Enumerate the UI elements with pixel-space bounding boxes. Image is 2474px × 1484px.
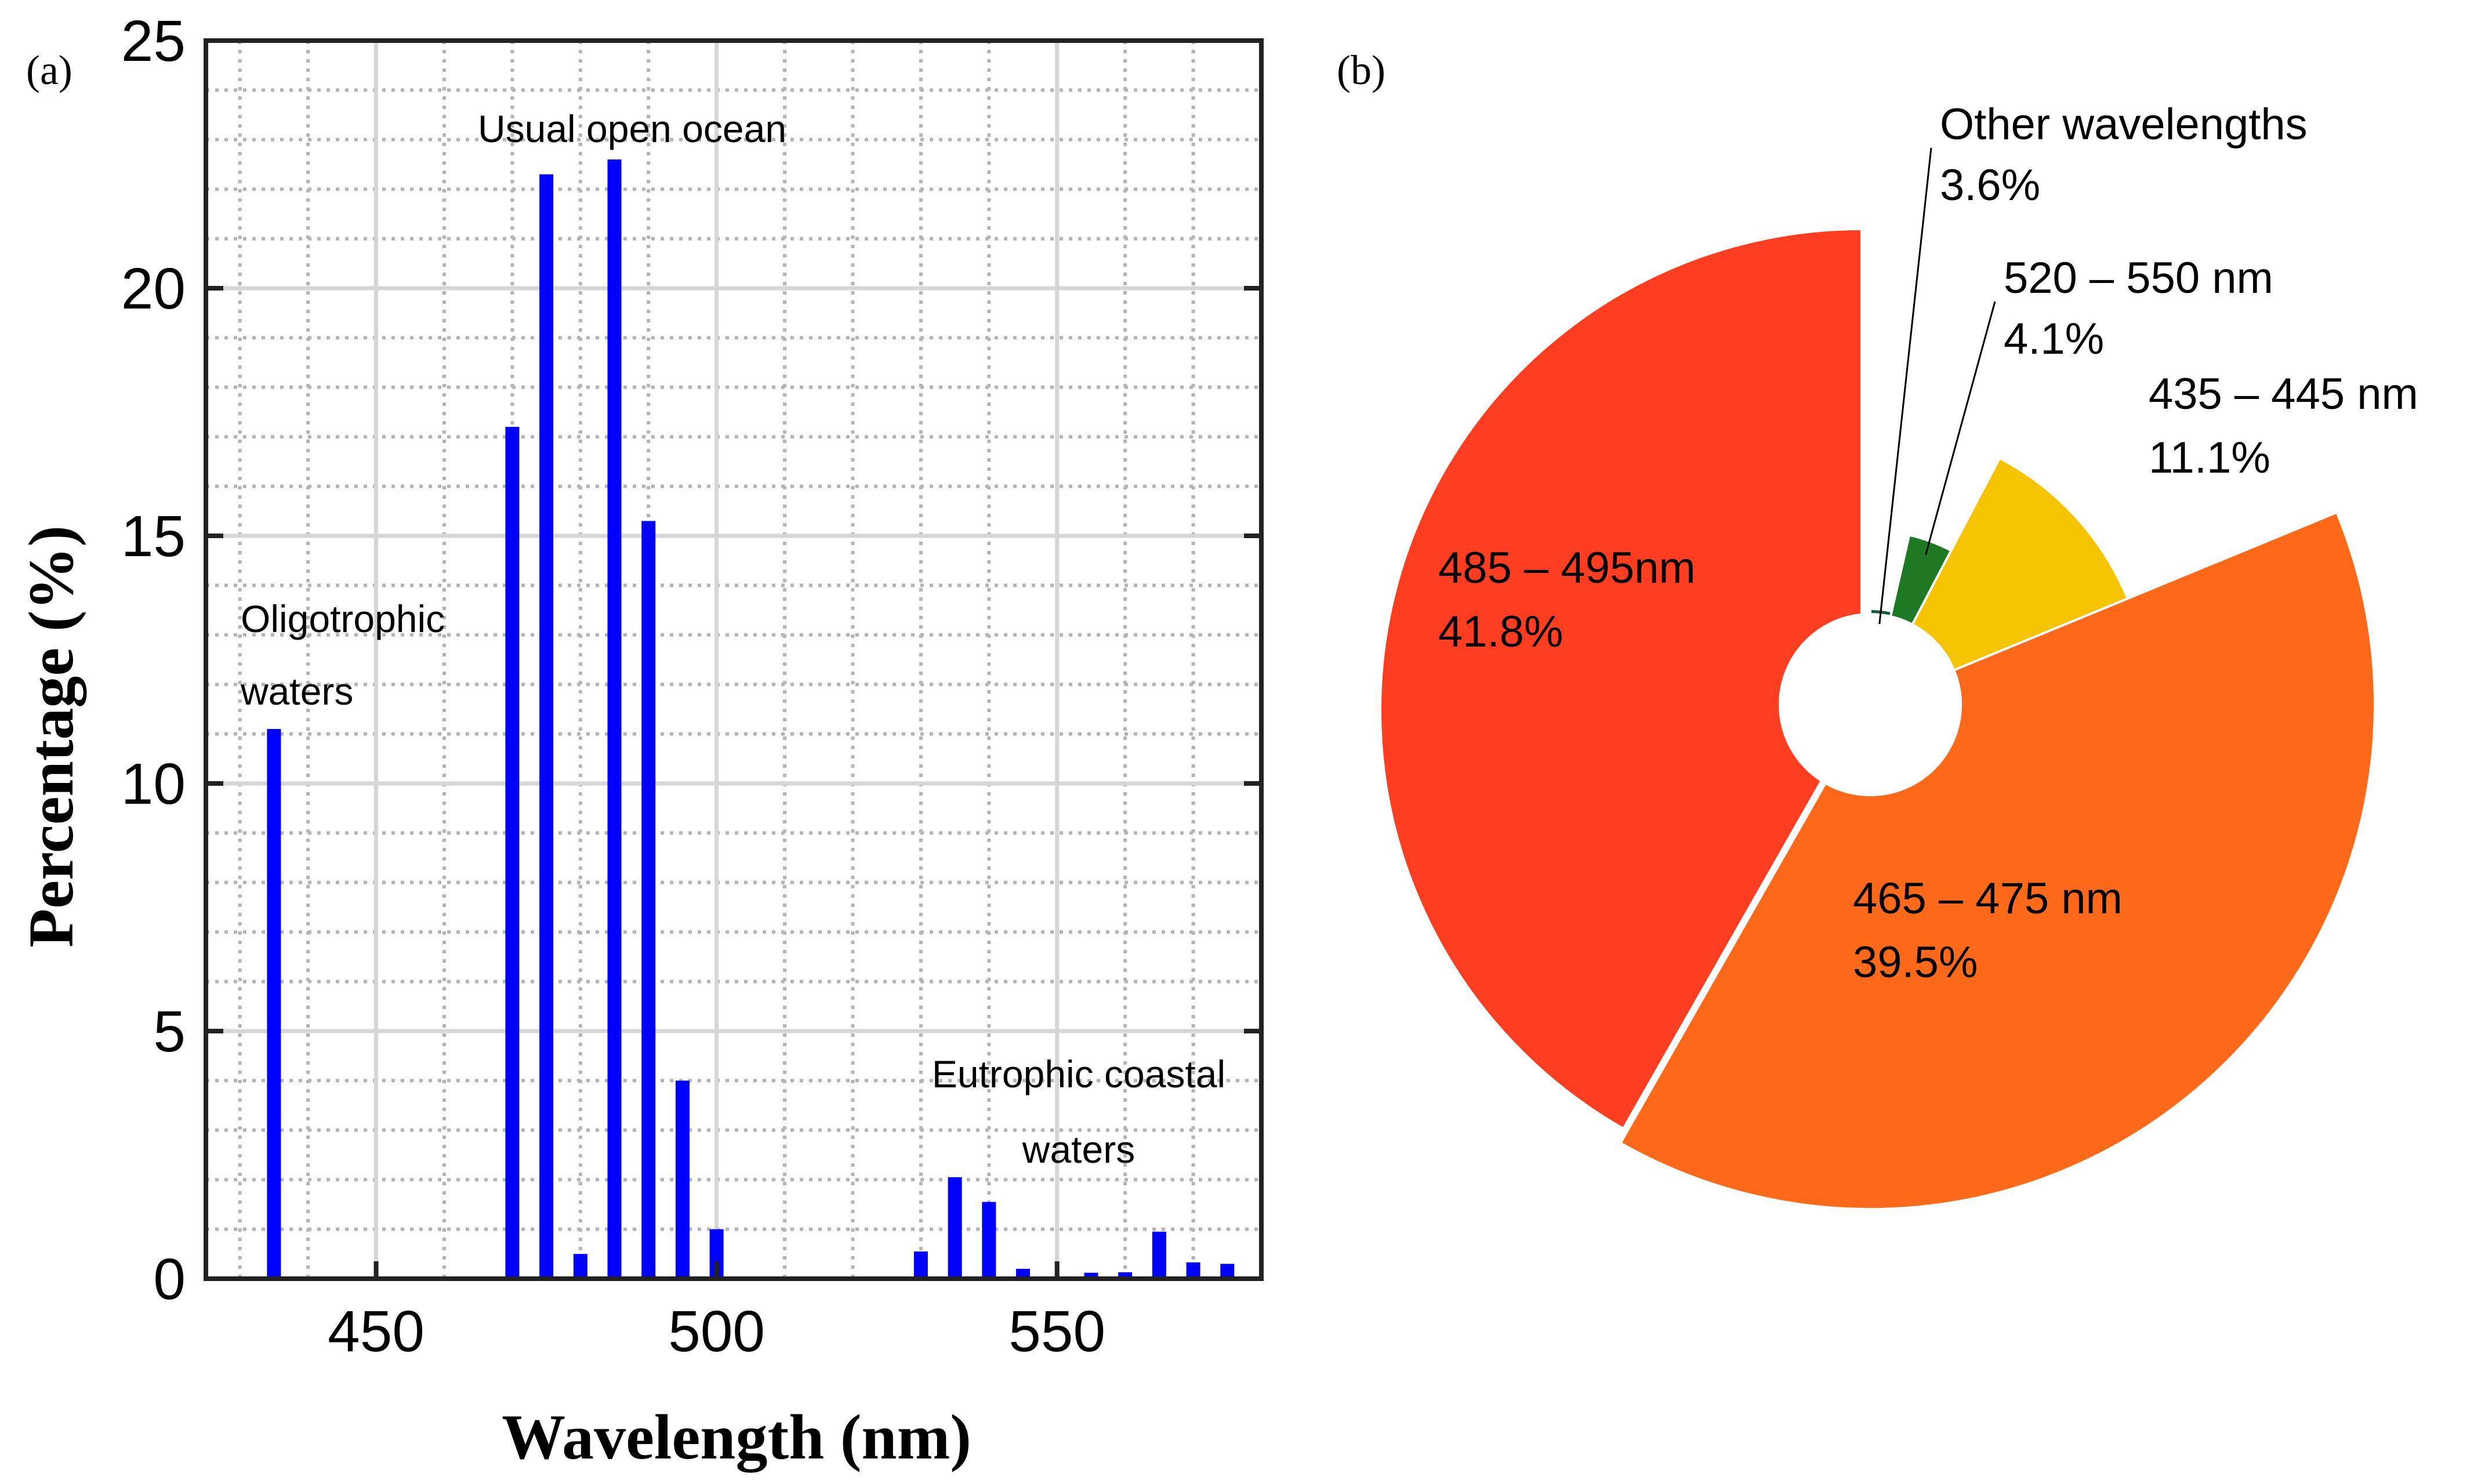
pie-label-name: 485 – 495nm: [1438, 543, 1696, 593]
bar-555: [1084, 1272, 1098, 1279]
pie-slice-4: [1619, 511, 2376, 1210]
x-tick-label: 500: [668, 1299, 765, 1364]
bar-570: [1186, 1262, 1200, 1279]
x-tick-label: 550: [1009, 1299, 1105, 1364]
bar-annotations: Oligotrophic waters Usual open ocean Eutrop…: [240, 107, 1225, 1171]
annotation-text: waters: [240, 670, 353, 713]
y-tick-label: 20: [121, 256, 186, 321]
annotation-text: Eutrophic coastal: [932, 1053, 1225, 1095]
pie-label-value: 39.5%: [1853, 938, 1978, 987]
pie-label-name: Other wavelengths: [1940, 100, 2308, 149]
pie-leaders: [1878, 147, 1996, 625]
y-tick-label: 25: [121, 9, 186, 74]
bar-560: [1118, 1272, 1133, 1279]
bar-marks: [267, 159, 1235, 1279]
plot-frame: [204, 38, 1264, 1281]
bar-535: [948, 1177, 962, 1279]
pie-slice-5: [1379, 227, 1863, 1130]
bar-540: [982, 1202, 996, 1279]
pie-label-name: 520 – 550 nm: [2004, 253, 2273, 303]
x-axis-title: Wavelength (nm): [502, 1402, 971, 1472]
x-tick-label: 450: [328, 1299, 425, 1364]
panel-label-b: (b): [1337, 47, 1385, 93]
y-tick-label: 15: [121, 504, 186, 569]
leader-line: [1925, 301, 1996, 556]
pie-hole: [1779, 613, 1962, 796]
leader-line: [1878, 147, 1932, 625]
bar-480: [573, 1254, 587, 1279]
bar-470: [505, 427, 520, 1279]
panel-label-a: (a): [26, 47, 72, 93]
pie-label-name: 465 – 475 nm: [1853, 874, 2123, 923]
bar-grid: [206, 41, 1261, 1279]
pie-labels: Other wavelengths 3.6% 520 – 550 nm 4.1% 435…: [1438, 100, 2418, 987]
bar-530: [913, 1251, 928, 1279]
bar-495: [675, 1080, 690, 1279]
bar-435: [267, 729, 281, 1279]
pie-chart: (b) Other wavelengths 3.6% 520 – 550 nm 4.1…: [1337, 47, 2418, 1210]
annotation-text: Usual open ocean: [478, 107, 786, 150]
annotation-text: Oligotrophic: [241, 597, 445, 640]
y-tick-label: 5: [153, 999, 186, 1064]
bar-575: [1220, 1264, 1235, 1279]
y-tick-label: 0: [153, 1247, 186, 1312]
pie-label-value: 4.1%: [2004, 314, 2104, 364]
bar-475: [539, 174, 554, 1279]
pie-label-value: 11.1%: [2149, 433, 2270, 482]
bar-565: [1152, 1231, 1166, 1279]
y-tick-label: 10: [121, 752, 186, 817]
bar-chart: (a) 450 500 550 0 5 10 15 20 25 Oligotrophic wate…: [16, 9, 1264, 1472]
bar-545: [1016, 1268, 1031, 1279]
bar-490: [641, 521, 656, 1279]
pie-label-name: 435 – 445 nm: [2149, 369, 2418, 419]
annotation-text: waters: [1022, 1128, 1135, 1171]
pie-label-value: 41.8%: [1438, 607, 1564, 656]
bar-485: [607, 159, 622, 1279]
y-axis-title: Percentage (%): [16, 525, 86, 948]
pie-label-value: 3.6%: [1940, 161, 2040, 210]
pie-slices: [1379, 227, 2376, 1210]
bar-ticks: 450 500 550 0 5 10 15 20 25: [121, 9, 1261, 1364]
